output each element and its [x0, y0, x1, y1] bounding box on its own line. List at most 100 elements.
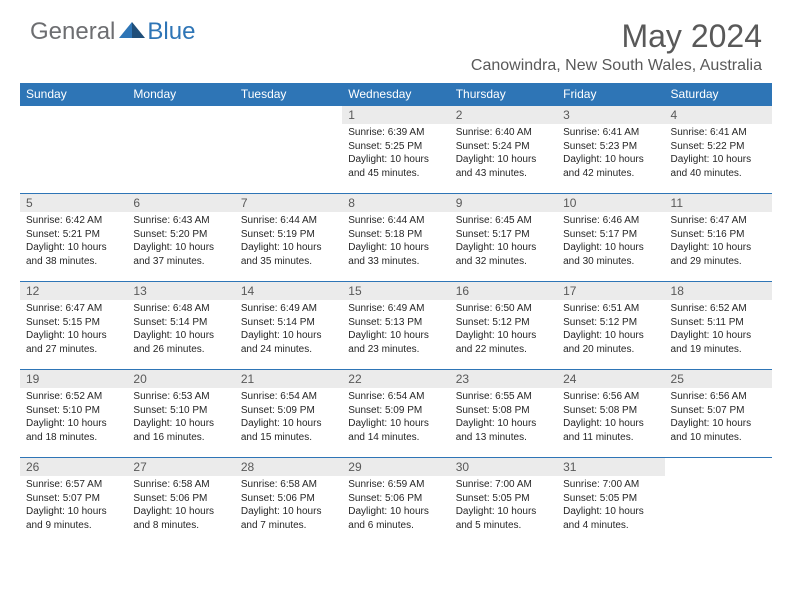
- day-cell: 4Sunrise: 6:41 AMSunset: 5:22 PMDaylight…: [665, 106, 772, 194]
- empty-cell: [127, 106, 234, 194]
- day-info: Sunrise: 6:58 AMSunset: 5:06 PMDaylight:…: [235, 476, 342, 536]
- day-cell: 17Sunrise: 6:51 AMSunset: 5:12 PMDayligh…: [557, 282, 664, 370]
- empty-cell: [235, 106, 342, 194]
- weekday-header: Wednesday: [342, 83, 449, 106]
- day-info: Sunrise: 6:41 AMSunset: 5:22 PMDaylight:…: [665, 124, 772, 184]
- weekday-header: Sunday: [20, 83, 127, 106]
- day-cell: 29Sunrise: 6:59 AMSunset: 5:06 PMDayligh…: [342, 458, 449, 546]
- day-cell: 1Sunrise: 6:39 AMSunset: 5:25 PMDaylight…: [342, 106, 449, 194]
- day-info: Sunrise: 6:47 AMSunset: 5:15 PMDaylight:…: [20, 300, 127, 360]
- day-info: Sunrise: 6:55 AMSunset: 5:08 PMDaylight:…: [450, 388, 557, 448]
- title-area: May 2024 Canowindra, New South Wales, Au…: [471, 18, 762, 75]
- day-number: 1: [342, 106, 449, 124]
- day-info: Sunrise: 6:57 AMSunset: 5:07 PMDaylight:…: [20, 476, 127, 536]
- day-cell: 6Sunrise: 6:43 AMSunset: 5:20 PMDaylight…: [127, 194, 234, 282]
- day-number: 9: [450, 194, 557, 212]
- day-cell: 25Sunrise: 6:56 AMSunset: 5:07 PMDayligh…: [665, 370, 772, 458]
- day-number: 12: [20, 282, 127, 300]
- day-cell: 5Sunrise: 6:42 AMSunset: 5:21 PMDaylight…: [20, 194, 127, 282]
- day-cell: 28Sunrise: 6:58 AMSunset: 5:06 PMDayligh…: [235, 458, 342, 546]
- day-number: 3: [557, 106, 664, 124]
- day-cell: 3Sunrise: 6:41 AMSunset: 5:23 PMDaylight…: [557, 106, 664, 194]
- weekday-header: Monday: [127, 83, 234, 106]
- day-cell: 22Sunrise: 6:54 AMSunset: 5:09 PMDayligh…: [342, 370, 449, 458]
- calendar-row: 26Sunrise: 6:57 AMSunset: 5:07 PMDayligh…: [20, 458, 772, 546]
- day-number: 19: [20, 370, 127, 388]
- day-number: 4: [665, 106, 772, 124]
- day-cell: 12Sunrise: 6:47 AMSunset: 5:15 PMDayligh…: [20, 282, 127, 370]
- day-info: Sunrise: 6:51 AMSunset: 5:12 PMDaylight:…: [557, 300, 664, 360]
- day-cell: 2Sunrise: 6:40 AMSunset: 5:24 PMDaylight…: [450, 106, 557, 194]
- day-info: Sunrise: 6:43 AMSunset: 5:20 PMDaylight:…: [127, 212, 234, 272]
- calendar-body: 1Sunrise: 6:39 AMSunset: 5:25 PMDaylight…: [20, 106, 772, 546]
- day-number: 13: [127, 282, 234, 300]
- logo-text-general: General: [30, 18, 115, 46]
- day-cell: 23Sunrise: 6:55 AMSunset: 5:08 PMDayligh…: [450, 370, 557, 458]
- day-cell: 27Sunrise: 6:58 AMSunset: 5:06 PMDayligh…: [127, 458, 234, 546]
- calendar-row: 12Sunrise: 6:47 AMSunset: 5:15 PMDayligh…: [20, 282, 772, 370]
- day-cell: 11Sunrise: 6:47 AMSunset: 5:16 PMDayligh…: [665, 194, 772, 282]
- day-cell: 14Sunrise: 6:49 AMSunset: 5:14 PMDayligh…: [235, 282, 342, 370]
- day-number: 16: [450, 282, 557, 300]
- day-cell: 24Sunrise: 6:56 AMSunset: 5:08 PMDayligh…: [557, 370, 664, 458]
- page-title: May 2024: [471, 18, 762, 55]
- day-cell: 26Sunrise: 6:57 AMSunset: 5:07 PMDayligh…: [20, 458, 127, 546]
- day-info: Sunrise: 6:49 AMSunset: 5:14 PMDaylight:…: [235, 300, 342, 360]
- day-info: Sunrise: 6:39 AMSunset: 5:25 PMDaylight:…: [342, 124, 449, 184]
- day-number: 26: [20, 458, 127, 476]
- day-cell: 21Sunrise: 6:54 AMSunset: 5:09 PMDayligh…: [235, 370, 342, 458]
- day-info: Sunrise: 6:46 AMSunset: 5:17 PMDaylight:…: [557, 212, 664, 272]
- day-info: Sunrise: 6:50 AMSunset: 5:12 PMDaylight:…: [450, 300, 557, 360]
- day-info: Sunrise: 6:54 AMSunset: 5:09 PMDaylight:…: [342, 388, 449, 448]
- day-info: Sunrise: 6:49 AMSunset: 5:13 PMDaylight:…: [342, 300, 449, 360]
- empty-cell: [665, 458, 772, 546]
- day-info: Sunrise: 7:00 AMSunset: 5:05 PMDaylight:…: [557, 476, 664, 536]
- day-info: Sunrise: 6:47 AMSunset: 5:16 PMDaylight:…: [665, 212, 772, 272]
- calendar-table: SundayMondayTuesdayWednesdayThursdayFrid…: [20, 83, 772, 546]
- logo-text-blue: Blue: [147, 18, 195, 46]
- day-number: 14: [235, 282, 342, 300]
- logo-triangle-icon: [119, 20, 145, 45]
- day-info: Sunrise: 6:56 AMSunset: 5:07 PMDaylight:…: [665, 388, 772, 448]
- day-number: 7: [235, 194, 342, 212]
- day-cell: 15Sunrise: 6:49 AMSunset: 5:13 PMDayligh…: [342, 282, 449, 370]
- day-cell: 13Sunrise: 6:48 AMSunset: 5:14 PMDayligh…: [127, 282, 234, 370]
- day-cell: 31Sunrise: 7:00 AMSunset: 5:05 PMDayligh…: [557, 458, 664, 546]
- day-number: 5: [20, 194, 127, 212]
- day-cell: 18Sunrise: 6:52 AMSunset: 5:11 PMDayligh…: [665, 282, 772, 370]
- day-number: 25: [665, 370, 772, 388]
- day-info: Sunrise: 6:53 AMSunset: 5:10 PMDaylight:…: [127, 388, 234, 448]
- day-info: Sunrise: 6:41 AMSunset: 5:23 PMDaylight:…: [557, 124, 664, 184]
- weekday-header: Tuesday: [235, 83, 342, 106]
- day-cell: 8Sunrise: 6:44 AMSunset: 5:18 PMDaylight…: [342, 194, 449, 282]
- day-number: 15: [342, 282, 449, 300]
- calendar-row: 19Sunrise: 6:52 AMSunset: 5:10 PMDayligh…: [20, 370, 772, 458]
- day-info: Sunrise: 6:52 AMSunset: 5:10 PMDaylight:…: [20, 388, 127, 448]
- day-number: 17: [557, 282, 664, 300]
- day-number: 29: [342, 458, 449, 476]
- day-number: 11: [665, 194, 772, 212]
- day-info: Sunrise: 6:44 AMSunset: 5:19 PMDaylight:…: [235, 212, 342, 272]
- day-number: 21: [235, 370, 342, 388]
- calendar-row: 1Sunrise: 6:39 AMSunset: 5:25 PMDaylight…: [20, 106, 772, 194]
- day-number: 10: [557, 194, 664, 212]
- header: General Blue May 2024 Canowindra, New So…: [0, 0, 792, 83]
- day-number: 6: [127, 194, 234, 212]
- weekday-header: Saturday: [665, 83, 772, 106]
- day-cell: 9Sunrise: 6:45 AMSunset: 5:17 PMDaylight…: [450, 194, 557, 282]
- day-cell: 30Sunrise: 7:00 AMSunset: 5:05 PMDayligh…: [450, 458, 557, 546]
- day-number: 18: [665, 282, 772, 300]
- day-info: Sunrise: 6:56 AMSunset: 5:08 PMDaylight:…: [557, 388, 664, 448]
- day-cell: 10Sunrise: 6:46 AMSunset: 5:17 PMDayligh…: [557, 194, 664, 282]
- location-subtitle: Canowindra, New South Wales, Australia: [471, 57, 762, 75]
- day-number: 27: [127, 458, 234, 476]
- day-info: Sunrise: 6:58 AMSunset: 5:06 PMDaylight:…: [127, 476, 234, 536]
- day-info: Sunrise: 6:59 AMSunset: 5:06 PMDaylight:…: [342, 476, 449, 536]
- day-number: 2: [450, 106, 557, 124]
- day-number: 24: [557, 370, 664, 388]
- day-number: 31: [557, 458, 664, 476]
- day-number: 22: [342, 370, 449, 388]
- calendar-row: 5Sunrise: 6:42 AMSunset: 5:21 PMDaylight…: [20, 194, 772, 282]
- day-info: Sunrise: 6:44 AMSunset: 5:18 PMDaylight:…: [342, 212, 449, 272]
- weekday-header: Thursday: [450, 83, 557, 106]
